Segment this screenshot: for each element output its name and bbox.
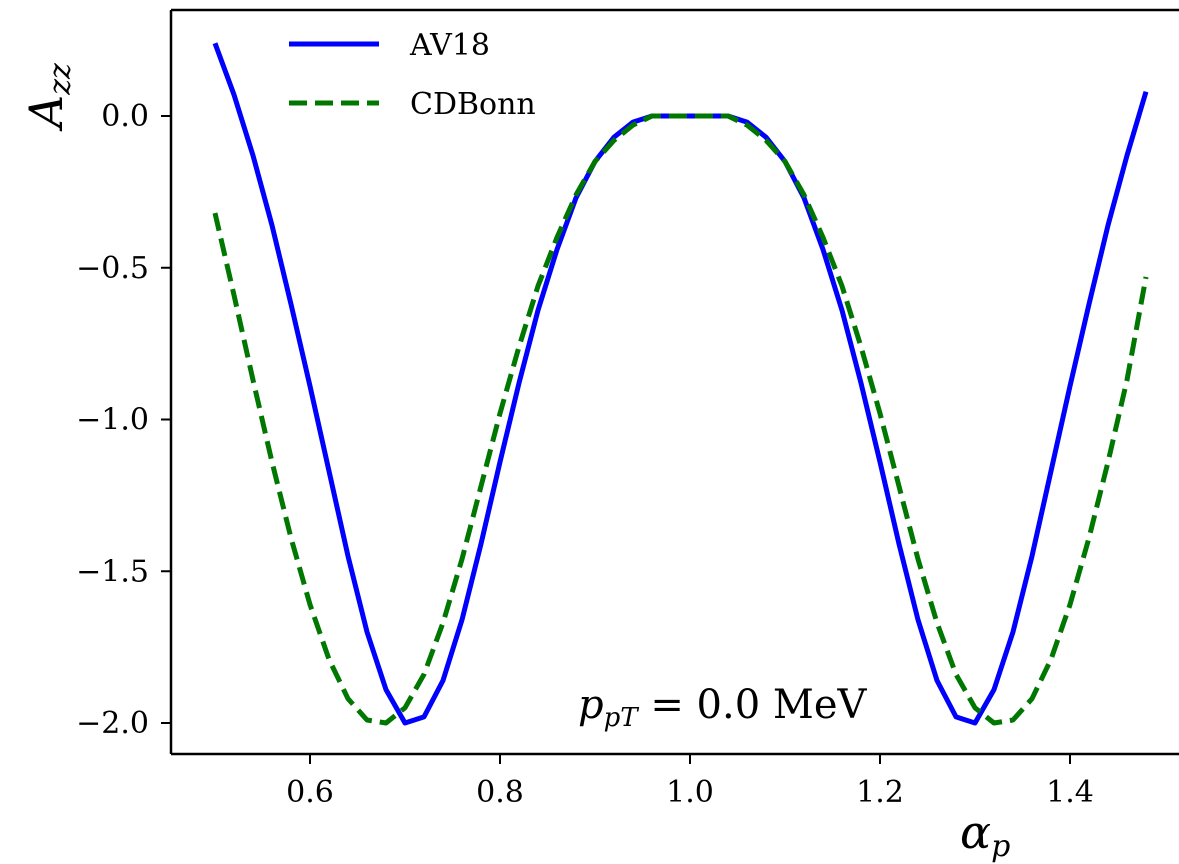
x-tick-label: 1.0 <box>666 775 714 810</box>
x-tick-label: 1.2 <box>856 775 904 810</box>
y-tick-label: −1.0 <box>76 403 149 438</box>
y-axis-label: Azz <box>19 63 78 132</box>
y-tick-label: −0.5 <box>76 251 149 286</box>
x-tick-label: 0.6 <box>286 775 334 810</box>
annotation-text: ppT = 0.0 MeV <box>578 682 868 733</box>
y-tick-label: −2.0 <box>76 706 149 741</box>
series-line-av18 <box>212 42 1149 726</box>
y-tick-label: 0.0 <box>101 99 149 134</box>
legend: AV18 CDBonn <box>289 28 536 122</box>
series-line-cdbonn <box>212 113 1149 726</box>
x-tick-label: 0.8 <box>476 775 524 810</box>
legend-label-av18: AV18 <box>409 28 490 63</box>
legend-label-cdbonn: CDBonn <box>410 87 536 122</box>
series-lines <box>212 42 1149 726</box>
axes <box>169 8 1179 756</box>
x-tick-label: 1.4 <box>1046 775 1094 810</box>
x-axis-label: αp <box>960 805 1010 864</box>
y-tick-label: −1.5 <box>76 554 149 589</box>
ticks: 0.6 0.8 1.0 1.2 1.4 0.0 −0.5 −1.0 −1.5 −2.0 <box>76 99 1094 810</box>
